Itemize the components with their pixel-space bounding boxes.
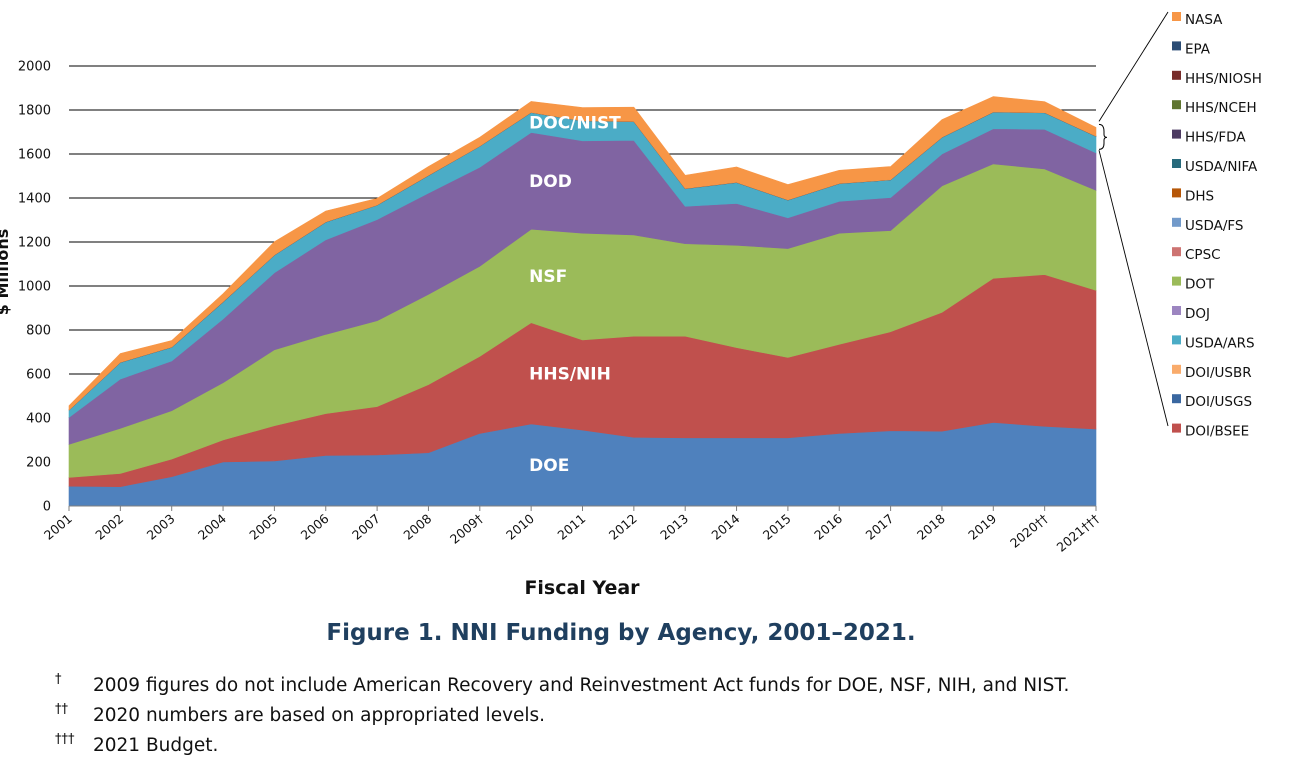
area-label: DOE	[529, 456, 569, 476]
x-tick-label: 2008	[400, 511, 434, 543]
legend-swatch	[1172, 276, 1181, 286]
y-tick-label: 0	[43, 500, 51, 515]
footnote-symbol: ††	[55, 702, 68, 717]
x-tick-labels: 2001 2002 2003 2004 2005 2006 2007 2008 2009† 201…	[41, 511, 1102, 555]
y-tick-label: 1800	[18, 104, 51, 119]
x-tick-label: 2021†††	[1054, 511, 1102, 555]
legend-entry: DOJ	[1185, 306, 1210, 322]
y-tick-label: 800	[26, 324, 51, 339]
x-tick-label: 2020††	[1007, 511, 1051, 551]
x-axis-label: Fiscal Year	[524, 577, 640, 599]
x-tick-label: 2019	[965, 511, 999, 543]
legend-entry: CPSC	[1185, 247, 1221, 263]
area-nasa	[68, 96, 1097, 411]
area-label: DOC/NIST	[529, 114, 621, 134]
chart: 0 200 400 600 800 1000 1200 1400 1600 1800 2000 20…	[0, 11, 1262, 599]
footnote-text: 2021 Budget.	[93, 735, 219, 756]
legend-swatch	[1172, 41, 1181, 51]
legend-swatch	[1172, 100, 1181, 110]
y-tick-label: 600	[26, 368, 51, 383]
legend-entry: DHS	[1185, 188, 1214, 204]
legend-entry: NASA	[1185, 12, 1223, 28]
legend-swatch	[1172, 394, 1181, 404]
legend-entry: EPA	[1185, 41, 1211, 57]
y-tick-label: 1200	[18, 236, 51, 251]
figure-caption: Figure 1. NNI Funding by Agency, 2001–20…	[326, 620, 916, 646]
x-tick-label: 2017	[863, 511, 897, 543]
footnote-symbol: †	[55, 672, 62, 687]
x-tick-label: 2009†	[447, 511, 486, 547]
legend-entry: HHS/NIOSH	[1185, 71, 1262, 87]
y-tick-label: 2000	[18, 60, 51, 75]
footnote-text: 2009 figures do not include American Rec…	[93, 675, 1070, 696]
legend-swatch	[1172, 217, 1181, 227]
footnote-symbol: †††	[55, 732, 75, 747]
area-labels: DOE HHS/NIH NSF DOD DOC/NIST	[529, 114, 621, 476]
x-tick-label: 2016	[811, 511, 845, 543]
legend-entry: DOI/USGS	[1185, 394, 1252, 410]
legend-swatch	[1172, 335, 1181, 345]
legend-swatch	[1172, 12, 1181, 21]
x-tick-label: 2010	[503, 511, 537, 543]
x-tick-label: 2002	[92, 511, 126, 543]
x-tick-label: 2015	[760, 511, 794, 543]
legend-entry: DOT	[1185, 277, 1215, 293]
bracket-line	[1098, 11, 1169, 122]
legend-swatch	[1172, 70, 1181, 80]
x-tick-label: 2004	[195, 511, 229, 543]
legend-entry: HHS/NCEH	[1185, 100, 1257, 116]
x-tick-label: 2013	[657, 511, 691, 543]
legend-swatch	[1172, 129, 1181, 139]
legend-swatch	[1172, 247, 1181, 257]
x-tick-label: 2006	[298, 511, 332, 543]
area-label: NSF	[529, 267, 567, 287]
legend-entry: USDA/ARS	[1185, 335, 1255, 351]
x-tick-label: 2007	[349, 511, 383, 543]
area-label: HHS/NIH	[529, 364, 611, 384]
legend: NASA EPA HHS/NIOSH HHS/NCEH HHS/FDA USDA/NIFA…	[1172, 12, 1262, 440]
bracket-line	[1098, 150, 1169, 427]
y-tick-label: 1000	[18, 280, 51, 295]
stacked-areas	[68, 96, 1097, 507]
legend-swatch	[1172, 306, 1181, 315]
x-tick-label: 2014	[708, 511, 742, 543]
legend-entry: HHS/FDA	[1185, 130, 1246, 146]
y-tick-label: 1400	[18, 192, 51, 207]
legend-entry: DOI/USBR	[1185, 365, 1252, 381]
y-tick-label: 400	[26, 412, 51, 427]
x-tick-label: 2018	[914, 511, 948, 543]
legend-entry: DOI/BSEE	[1185, 424, 1249, 440]
y-tick-label: 200	[26, 456, 51, 471]
legend-swatch	[1172, 423, 1181, 433]
footnote-text: 2020 numbers are based on appropriated l…	[93, 705, 546, 726]
legend-entry: USDA/NIFA	[1185, 159, 1258, 175]
x-tick-label: 2005	[246, 511, 280, 543]
legend-entry: USDA/FS	[1185, 218, 1244, 234]
brace	[1098, 123, 1108, 150]
legend-swatch	[1172, 188, 1181, 198]
x-tick-label: 2003	[144, 511, 178, 543]
y-axis-label: $ Millions	[0, 229, 12, 315]
y-tick-label: 1600	[18, 148, 51, 163]
x-tick-label: 2011	[554, 511, 588, 543]
area-label: DOD	[529, 172, 572, 192]
x-tick-label: 2012	[606, 511, 640, 543]
legend-swatch	[1172, 159, 1181, 168]
axes	[68, 505, 1097, 511]
x-tick-label: 2001	[41, 511, 75, 543]
legend-bracket	[1098, 11, 1169, 427]
legend-swatch	[1172, 364, 1181, 374]
y-tick-labels: 0 200 400 600 800 1000 1200 1400 1600 1800 2000	[18, 60, 51, 515]
